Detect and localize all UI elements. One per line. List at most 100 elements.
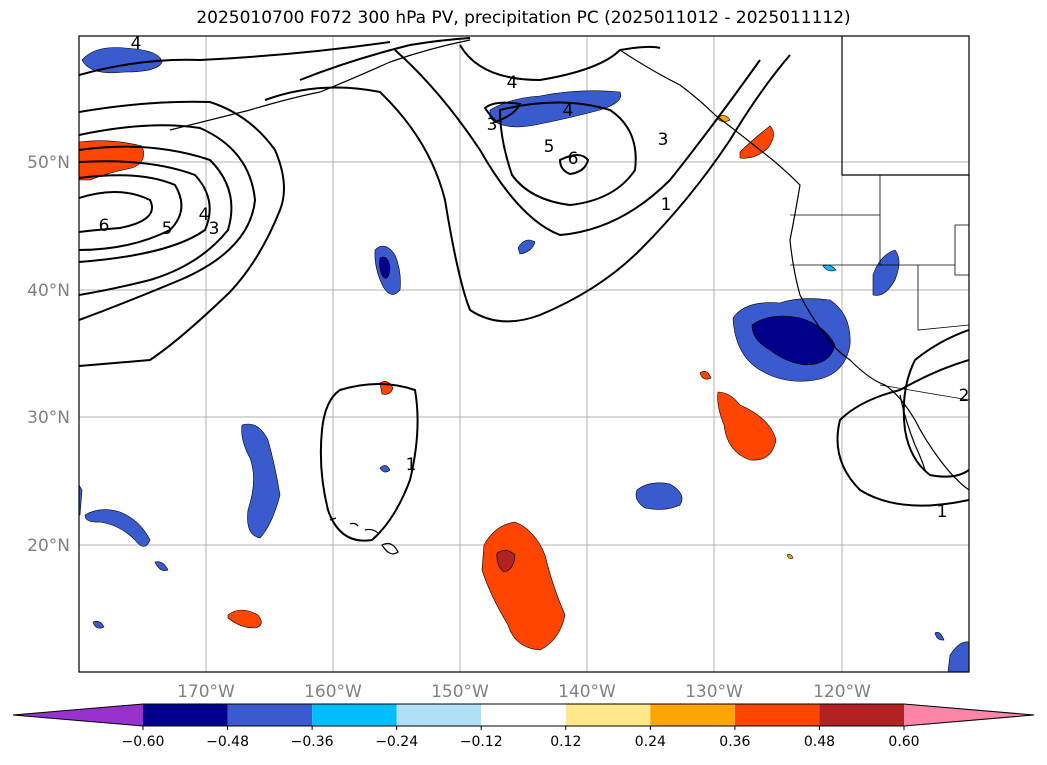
pv-contour-2b [902,329,969,478]
contour-label: 3 [487,115,498,135]
colorbar-extend-min [13,704,143,726]
lat-label-50n: 50°N [27,153,70,173]
contour-label: 5 [544,137,555,157]
coastlines [169,36,969,491]
precip-blob [154,561,169,571]
state-border [954,224,969,276]
pv-contour-3b [483,101,522,124]
colorbar-segment [819,704,904,726]
mexico-border [879,384,969,401]
precip-blob [822,264,837,272]
colorbar-segment [143,704,228,726]
pv-contour-5 [79,174,183,251]
precip-blob [92,620,105,629]
lon-label-150w: 150°W [431,682,489,702]
precip-blob [786,554,794,559]
contour-label: 1 [937,502,948,522]
contour-label: 2 [959,386,970,406]
pv-contour-4b [79,160,211,263]
lon-label-160w: 160°W [304,682,362,702]
pv-contour-4c [459,44,661,82]
colorbar-tick-label: −0.36 [291,734,334,750]
colorbar-tick-label: −0.12 [460,734,503,750]
colorbar-tick-label: 0.24 [635,734,666,750]
lon-label-140w: 140°W [558,682,616,702]
colorbar-segment [481,704,566,726]
colorbar-extend-max [904,704,1034,726]
precip-core [379,256,391,279]
precip-blob [934,632,945,641]
west-coast [619,49,969,491]
precip-blob [947,641,969,672]
contour-label: 3 [209,219,220,239]
hawaiian-islands [329,517,399,555]
precip-blob [481,521,566,651]
colorbar-segment [650,704,735,726]
state-border [917,265,969,331]
contour-label: 1 [661,195,672,215]
pv-contour-1 [79,100,285,367]
colorbar-tick-label: 0.36 [719,734,750,750]
island [381,542,399,555]
map-frame [78,35,970,673]
precip-blob [81,47,163,74]
colorbar-segment [227,704,313,726]
pv-contour-trough-1 [264,54,791,323]
precip-blob [84,509,151,547]
precip-blob [379,465,391,473]
contour-label: 6 [99,216,110,236]
precip-blob [79,484,83,516]
precip-negative [79,47,969,672]
precip-core [751,315,836,366]
contour-label: 5 [162,219,173,239]
colorbar-tick-label: 0.60 [888,734,919,750]
pv-contour-ridge [299,37,471,81]
colorbar-segment [396,704,482,726]
precip-blob [872,249,900,296]
contour-label: 4 [131,34,142,54]
map-title: 2025010700 F072 300 hPa PV, precipitatio… [196,8,851,28]
lon-label-170w: 170°W [177,682,235,702]
contour-label: 1 [406,455,417,475]
colorbar-segment [734,704,820,726]
colorbar-tick-label: 0.12 [550,734,581,750]
contour-label: 4 [563,101,574,121]
pv-contour-1b [319,383,419,542]
pv-contour-5b [498,101,637,207]
pv-contour-6b [558,154,590,176]
colorbar-segment [312,704,397,726]
precip-core [496,550,516,573]
colorbar-tick-label: −0.48 [206,734,249,750]
pv-contour-4 [79,41,391,76]
precip-positive [79,115,794,651]
contour-label: 4 [507,73,518,93]
lat-label-20n: 20°N [27,536,70,556]
lat-label-40n: 40°N [27,281,70,301]
baja-peninsula [899,394,926,471]
precip-blob [517,239,536,255]
map-area: 4 4 3 4 5 6 3 1 6 5 4 3 1 1 2 [79,34,970,672]
colorbar-segment [565,704,651,726]
colorbar-tick-label: −0.24 [375,734,418,750]
contour-label: 3 [658,130,669,150]
pv-contour-2 [79,124,257,321]
pv-contour-1c [836,359,969,507]
precip-blob [227,609,262,629]
alaska-aleutians [169,39,471,131]
precip-blob [717,391,777,461]
colorbar-tick-label: −0.60 [122,734,165,750]
contour-label: 4 [199,205,210,225]
colorbar-tick-label: 0.48 [804,734,835,750]
colorbar: −0.60 −0.48 −0.36 −0.24 −0.12 0.12 0.24 0.36 0.4… [12,703,1035,750]
lon-label-130w: 130°W [685,682,743,702]
pv-contour-6 [79,190,153,233]
precip-blob [716,115,731,122]
contour-labels: 4 4 3 4 5 6 3 1 6 5 4 3 1 1 2 [99,34,970,522]
precip-blob [489,90,622,128]
lon-label-120w: 120°W [813,682,871,702]
precip-blob [699,371,712,380]
island [329,517,337,521]
canada-border [841,36,969,176]
lat-label-30n: 30°N [27,408,70,428]
